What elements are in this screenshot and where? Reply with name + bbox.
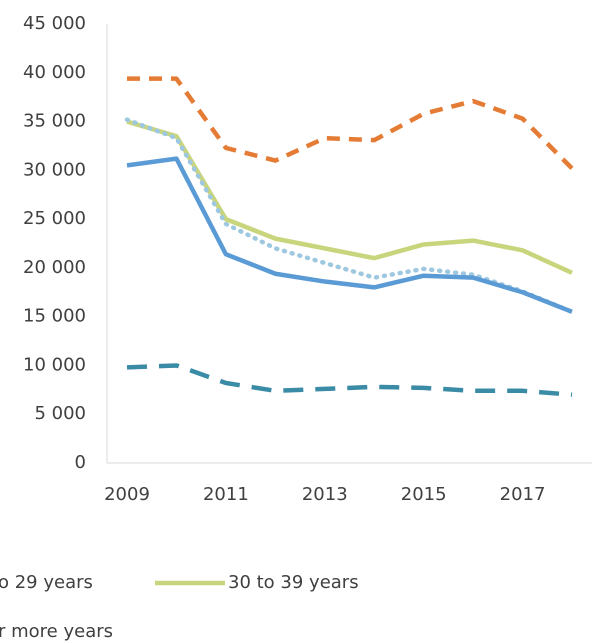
y-tick-label: 5 000 [34, 403, 86, 424]
x-tick-label: 2017 [500, 484, 546, 505]
y-tick-label: 30 000 [23, 159, 86, 180]
legend-label: o 29 years [0, 572, 93, 593]
x-tick-label: 2015 [401, 484, 447, 505]
line-series [124, 117, 575, 315]
line-series [126, 119, 573, 275]
y-tick-label: 20 000 [23, 257, 86, 278]
y-tick-label: 0 [75, 452, 86, 473]
y-tick-label: 10 000 [23, 354, 86, 375]
line-series [126, 363, 573, 397]
x-tick-label: 2009 [104, 484, 150, 505]
x-tick-label: 2013 [302, 484, 348, 505]
line-series [127, 76, 574, 170]
line-series [126, 156, 573, 314]
legend-label: 30 to 39 years [228, 572, 359, 593]
y-tick-label: 35 000 [23, 111, 86, 132]
y-tick-label: 45 000 [23, 13, 86, 34]
legend-label: r more years [0, 621, 113, 642]
y-tick-label: 40 000 [23, 62, 86, 83]
x-tick-label: 2011 [203, 484, 249, 505]
y-tick-label: 15 000 [23, 306, 86, 327]
y-tick-label: 25 000 [23, 208, 86, 229]
